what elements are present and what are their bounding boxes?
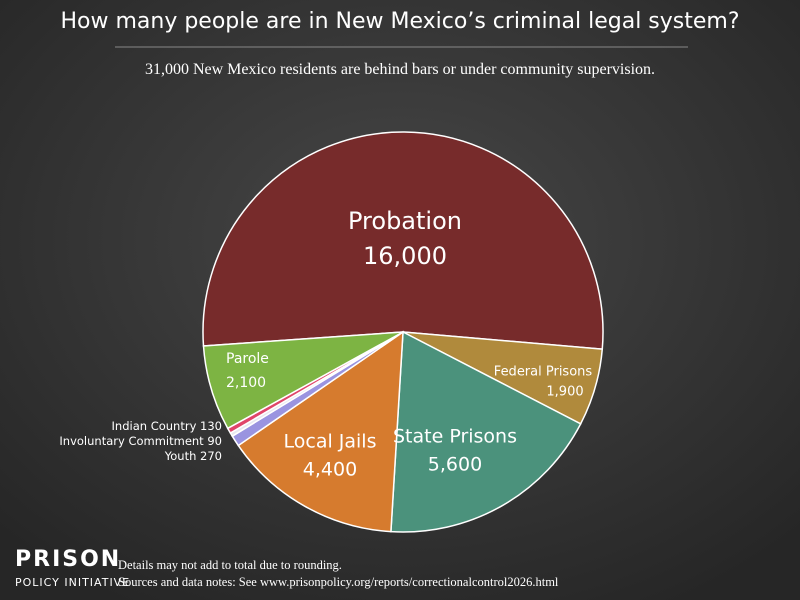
slice-value: 90 xyxy=(207,434,222,448)
slice-name: Local Jails xyxy=(284,431,377,453)
slice-name: Parole xyxy=(226,351,269,367)
slice-label: Indian Country 130 xyxy=(112,419,222,433)
slice-value: 2,100 xyxy=(226,375,266,391)
slice-name: State Prisons xyxy=(393,426,517,448)
slice-name: Involuntary Commitment xyxy=(59,434,204,448)
pie: Probation 16,000 Federal Prisons 1,900 State… xyxy=(59,131,604,533)
slice-value: 5,600 xyxy=(428,454,482,476)
slice-name: Youth xyxy=(164,449,197,463)
slice-name: Federal Prisons xyxy=(494,365,593,380)
subtitle: 31,000 New Mexico residents are behind b… xyxy=(145,61,655,78)
pie-slice xyxy=(390,330,582,533)
slice-value: 4,400 xyxy=(303,459,357,481)
footer-note: Details may not add to total due to roun… xyxy=(118,558,342,572)
slice-label: Involuntary Commitment 90 xyxy=(59,434,222,448)
logo-line1: PRISON xyxy=(15,547,121,572)
slice-name: Indian Country xyxy=(112,419,197,433)
logo-line2: POLICY INITIATIVE xyxy=(15,576,130,589)
chart-title: How many people are in New Mexico’s crim… xyxy=(60,9,739,34)
footer-note: Sources and data notes: See www.prisonpo… xyxy=(118,575,559,589)
slice-value: 16,000 xyxy=(363,242,447,270)
slice-value: 1,900 xyxy=(546,385,583,400)
pie-slice xyxy=(237,330,404,533)
slice-name: Probation xyxy=(348,207,462,235)
slice-value: 270 xyxy=(200,449,222,463)
pie-slice xyxy=(202,331,404,430)
slice-value: 130 xyxy=(200,419,222,433)
slice-label: Youth 270 xyxy=(164,449,222,463)
pie-slice xyxy=(202,131,604,350)
